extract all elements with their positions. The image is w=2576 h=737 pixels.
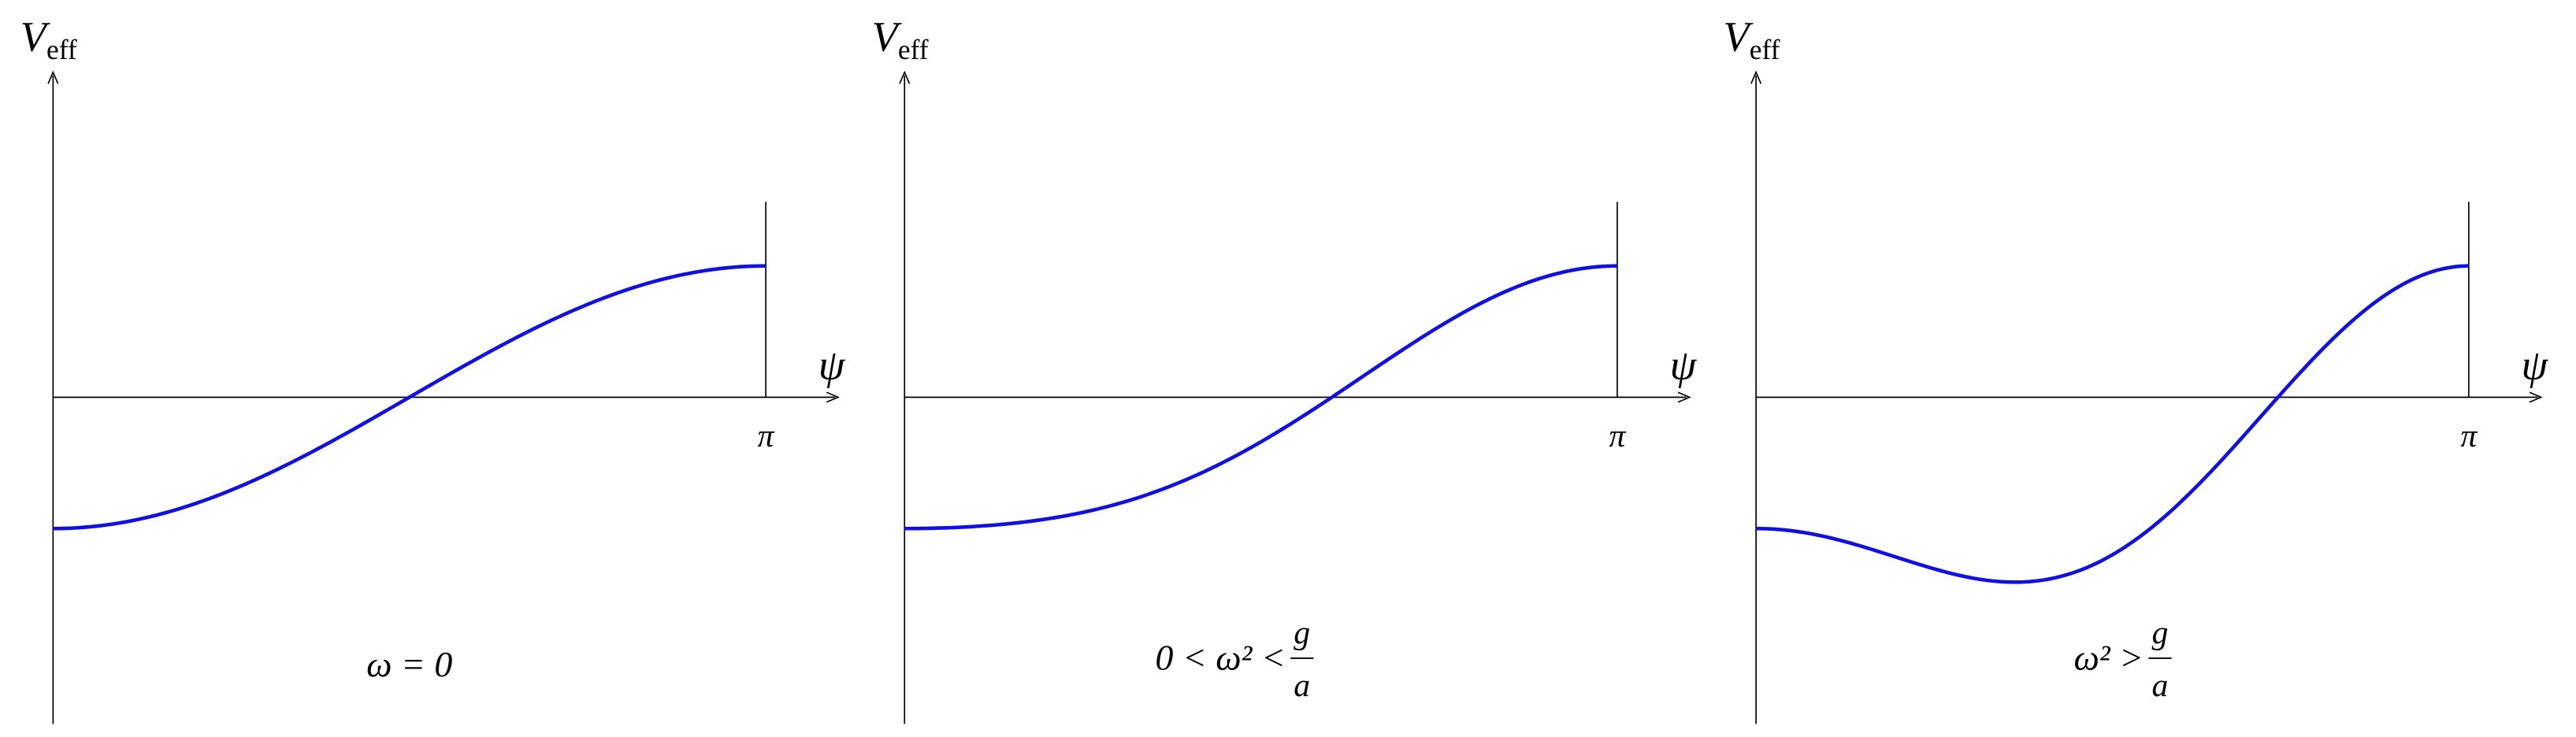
x-arrow	[1677, 391, 1691, 403]
x-label: ψ	[818, 342, 846, 389]
tick-label: π	[758, 418, 775, 454]
x-label: ψ	[1670, 342, 1698, 389]
caption: ω = 0	[366, 644, 452, 684]
potential-curve	[1756, 264, 2469, 584]
x-label: ψ	[2522, 342, 2549, 389]
tick-label: π	[1609, 418, 1627, 454]
x-arrow	[2529, 391, 2543, 403]
caption-denominator: a	[2152, 668, 2169, 704]
potential-curve	[904, 264, 1617, 531]
caption: ω² >	[2074, 638, 2144, 678]
y-label: V	[20, 13, 51, 61]
y-label: V	[872, 13, 903, 61]
y-label-sub: eff	[1750, 34, 1780, 65]
y-arrow	[1750, 70, 1762, 84]
tick-label: π	[2460, 418, 2478, 454]
caption: 0 < ω² <	[1156, 638, 1286, 678]
caption-numerator: g	[1294, 615, 1310, 651]
x-arrow	[826, 391, 840, 403]
y-arrow	[47, 70, 59, 84]
potential-curve	[53, 264, 766, 531]
caption-denominator: a	[1294, 668, 1310, 704]
y-label-sub: eff	[46, 34, 77, 65]
y-label-sub: eff	[898, 34, 929, 65]
y-label: V	[1723, 13, 1754, 61]
y-arrow	[899, 70, 911, 84]
caption-numerator: g	[2152, 615, 2169, 651]
